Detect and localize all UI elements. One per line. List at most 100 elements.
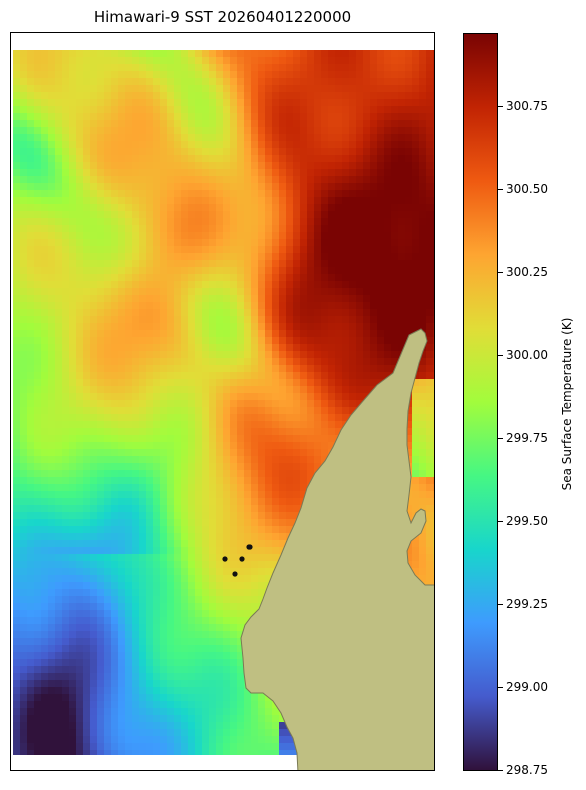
sst-cell <box>300 120 307 127</box>
sst-cell <box>223 302 230 309</box>
sst-cell <box>139 568 146 575</box>
sst-cell <box>97 519 104 526</box>
sst-cell <box>48 323 55 330</box>
sst-cell <box>412 323 419 330</box>
sst-cell <box>426 127 433 134</box>
sst-cell <box>314 99 321 106</box>
sst-cell <box>139 99 146 106</box>
sst-cell <box>377 106 384 113</box>
sst-cell <box>111 568 118 575</box>
sst-cell <box>146 141 153 148</box>
sst-cell <box>41 582 48 589</box>
sst-cell <box>20 505 27 512</box>
sst-cell <box>125 316 132 323</box>
sst-cell <box>293 50 300 57</box>
sst-cell <box>398 253 405 260</box>
sst-cell <box>195 260 202 267</box>
sst-cell <box>146 519 153 526</box>
sst-cell <box>41 344 48 351</box>
sst-cell <box>167 519 174 526</box>
sst-cell <box>216 372 223 379</box>
sst-cell <box>48 512 55 519</box>
sst-cell <box>230 603 237 610</box>
sst-cell <box>202 449 209 456</box>
sst-cell <box>76 386 83 393</box>
sst-cell <box>13 232 20 239</box>
sst-cell <box>321 99 328 106</box>
sst-cell <box>104 281 111 288</box>
sst-cell <box>41 288 48 295</box>
sst-cell <box>251 127 258 134</box>
sst-cell <box>419 197 426 204</box>
sst-cell <box>230 505 237 512</box>
sst-cell <box>209 519 216 526</box>
sst-cell <box>83 232 90 239</box>
sst-cell <box>286 274 293 281</box>
sst-cell <box>244 302 251 309</box>
sst-cell <box>125 540 132 547</box>
sst-cell <box>125 407 132 414</box>
sst-cell <box>335 85 342 92</box>
sst-cell <box>104 372 111 379</box>
sst-cell <box>146 204 153 211</box>
sst-cell <box>118 225 125 232</box>
sst-cell <box>188 358 195 365</box>
sst-cell <box>118 246 125 253</box>
sst-cell <box>139 400 146 407</box>
sst-cell <box>76 407 83 414</box>
sst-cell <box>230 127 237 134</box>
sst-cell <box>146 288 153 295</box>
sst-cell <box>104 344 111 351</box>
sst-cell <box>34 92 41 99</box>
sst-cell <box>377 204 384 211</box>
sst-cell <box>265 113 272 120</box>
sst-cell <box>209 589 216 596</box>
sst-cell <box>342 218 349 225</box>
sst-cell <box>167 176 174 183</box>
sst-cell <box>146 442 153 449</box>
sst-cell <box>405 169 412 176</box>
sst-cell <box>34 435 41 442</box>
sst-cell <box>62 253 69 260</box>
sst-cell <box>349 141 356 148</box>
sst-cell <box>216 449 223 456</box>
sst-cell <box>188 414 195 421</box>
sst-cell <box>237 134 244 141</box>
sst-cell <box>195 582 202 589</box>
sst-cell <box>27 463 34 470</box>
sst-cell <box>118 568 125 575</box>
sst-cell <box>321 176 328 183</box>
sst-cell <box>62 225 69 232</box>
sst-cell <box>363 386 370 393</box>
sst-cell <box>188 351 195 358</box>
sst-cell <box>237 603 244 610</box>
sst-cell <box>20 519 27 526</box>
sst-cell <box>272 540 279 547</box>
sst-cell <box>139 134 146 141</box>
sst-cell <box>146 351 153 358</box>
sst-map[interactable] <box>10 32 435 771</box>
sst-cell <box>244 470 251 477</box>
sst-cell <box>132 295 139 302</box>
sst-cell <box>118 400 125 407</box>
sst-cell <box>195 491 202 498</box>
sst-cell <box>139 302 146 309</box>
sst-cell <box>412 225 419 232</box>
sst-cell <box>153 470 160 477</box>
sst-cell <box>237 372 244 379</box>
sst-cell <box>370 225 377 232</box>
sst-cell <box>195 309 202 316</box>
sst-cell <box>48 288 55 295</box>
sst-cell <box>342 176 349 183</box>
sst-cell <box>118 253 125 260</box>
sst-cell <box>370 288 377 295</box>
sst-cell <box>153 379 160 386</box>
sst-cell <box>27 589 34 596</box>
sst-cell <box>230 246 237 253</box>
sst-cell <box>272 526 279 533</box>
sst-cell <box>279 358 286 365</box>
sst-cell <box>328 260 335 267</box>
sst-cell <box>97 120 104 127</box>
sst-cell <box>258 372 265 379</box>
sst-cell <box>314 50 321 57</box>
